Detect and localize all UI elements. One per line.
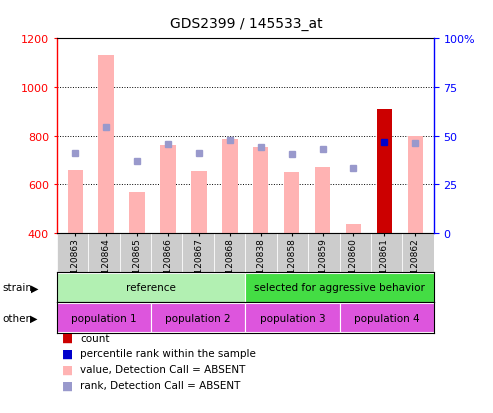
Bar	[182, 233, 214, 273]
Bar	[160, 146, 176, 233]
Bar	[191, 171, 207, 233]
Text: other: other	[2, 313, 31, 323]
Text: count: count	[80, 333, 110, 343]
Text: strain: strain	[2, 282, 33, 293]
Bar	[377, 109, 392, 233]
Text: selected for aggressive behavior: selected for aggressive behavior	[254, 282, 425, 293]
Text: ▶: ▶	[31, 282, 38, 293]
Bar	[284, 173, 299, 233]
Bar	[253, 147, 269, 233]
Bar	[222, 140, 238, 233]
Text: population 4: population 4	[354, 313, 420, 323]
Text: GDS2399 / 145533_at: GDS2399 / 145533_at	[170, 17, 323, 31]
Bar	[245, 303, 340, 332]
Bar	[57, 303, 151, 332]
Bar	[315, 168, 330, 233]
Text: ■: ■	[62, 331, 73, 344]
Bar	[402, 233, 434, 273]
Text: ▶: ▶	[30, 313, 37, 323]
Text: ■: ■	[62, 378, 73, 392]
Bar	[245, 273, 434, 302]
Text: ■: ■	[62, 363, 73, 376]
Bar	[340, 303, 434, 332]
Text: reference: reference	[126, 282, 176, 293]
Bar	[57, 233, 88, 273]
Bar	[88, 233, 119, 273]
Bar	[119, 233, 151, 273]
Bar	[371, 233, 402, 273]
Text: value, Detection Call = ABSENT: value, Detection Call = ABSENT	[80, 364, 246, 374]
Bar	[245, 233, 277, 273]
Bar	[151, 233, 182, 273]
Bar	[129, 192, 145, 233]
Text: population 2: population 2	[165, 313, 231, 323]
Text: population 3: population 3	[260, 313, 325, 323]
Text: rank, Detection Call = ABSENT: rank, Detection Call = ABSENT	[80, 380, 241, 390]
Bar	[340, 233, 371, 273]
Text: percentile rank within the sample: percentile rank within the sample	[80, 349, 256, 358]
Text: population 1: population 1	[71, 313, 137, 323]
Bar	[214, 233, 245, 273]
Bar	[68, 170, 83, 233]
Bar	[346, 225, 361, 233]
Bar	[151, 303, 245, 332]
Bar	[408, 136, 423, 233]
Bar	[99, 56, 114, 233]
Bar	[57, 273, 245, 302]
Bar	[308, 233, 340, 273]
Text: ■: ■	[62, 347, 73, 360]
Bar	[277, 233, 308, 273]
